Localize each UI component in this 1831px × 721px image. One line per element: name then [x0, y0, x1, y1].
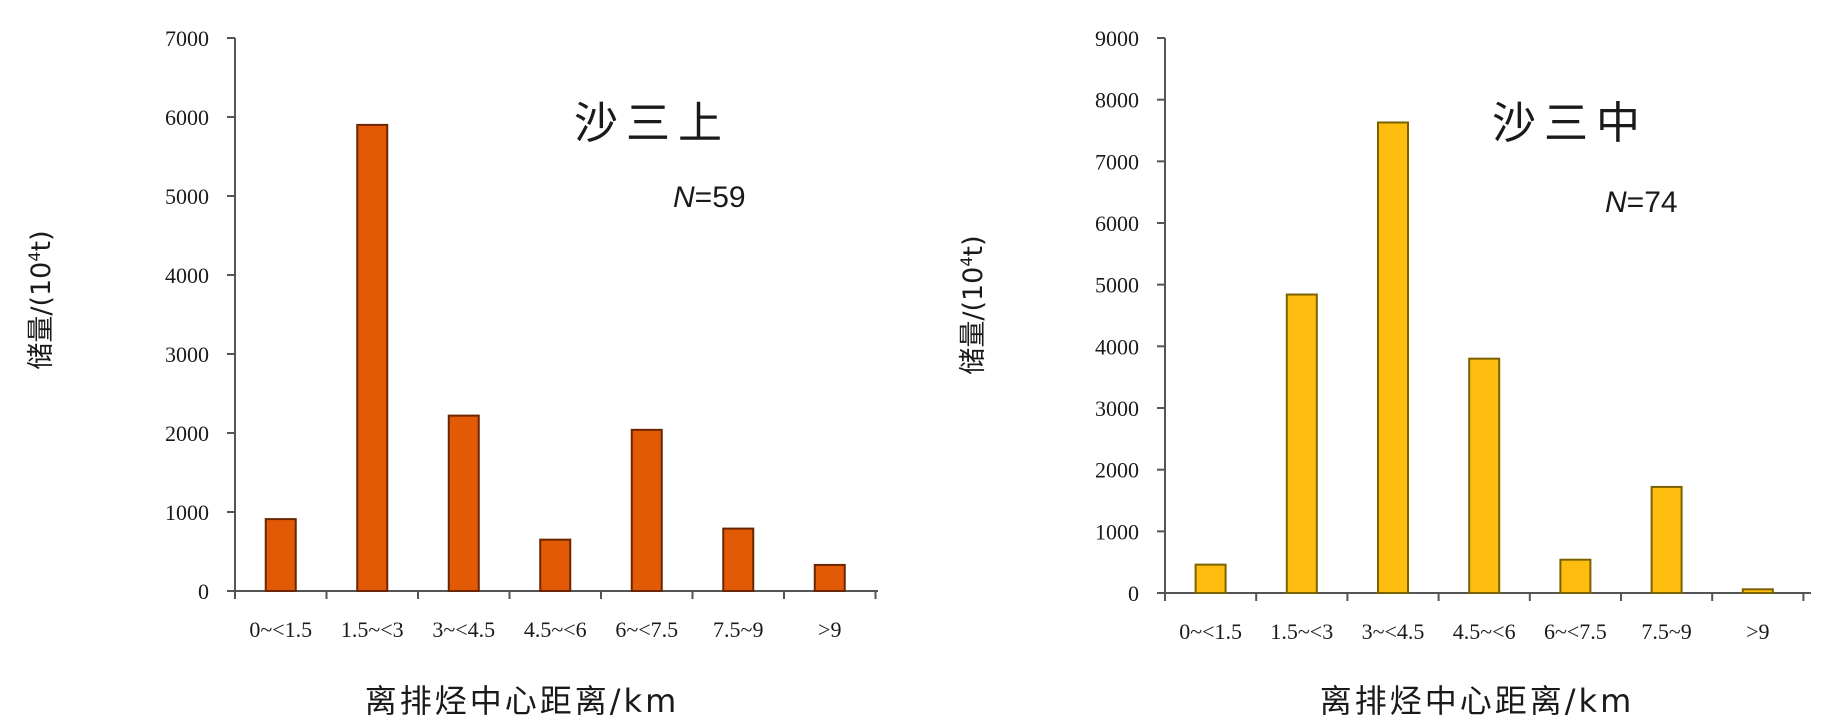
right-y-tick-label: 6000	[1095, 211, 1139, 236]
left-category-label: 0~<1.5	[249, 617, 312, 642]
right-category-label: 6~<7.5	[1544, 619, 1607, 644]
left-category-label: 7.5~9	[713, 617, 763, 642]
right-category-label: 3~<4.5	[1362, 619, 1425, 644]
right-y-tick-label: 2000	[1095, 458, 1139, 483]
left-bar	[356, 123, 389, 593]
right-y-tick-label: 8000	[1095, 88, 1139, 113]
right-x-axis-label: 离排烃中心距离/km	[1320, 682, 1635, 720]
right-y-tick-label: 7000	[1095, 149, 1139, 174]
right-y-tick-label: 5000	[1095, 273, 1139, 298]
right-sample-count: N=74	[1605, 186, 1678, 219]
left-y-tick-label: 3000	[165, 342, 209, 367]
left-y-tick-label: 7000	[165, 26, 209, 51]
right-y-tick-label: 1000	[1095, 519, 1139, 544]
right-bar	[1741, 588, 1774, 594]
right-y-tick-label: 4000	[1095, 334, 1139, 359]
right-bar	[1194, 563, 1227, 595]
right-y-tick-label: 3000	[1095, 396, 1139, 421]
left-bar	[722, 527, 755, 593]
left-bar	[264, 518, 297, 592]
left-y-axis-label: 储量/(104t)	[25, 230, 57, 369]
left-category-label: 6~<7.5	[615, 617, 678, 642]
left-category-label: >9	[818, 617, 841, 642]
left-x-axis-label: 离排烃中心距离/km	[365, 682, 680, 720]
left-bar	[813, 563, 846, 592]
left-category-label: 3~<4.5	[432, 617, 495, 642]
left-y-tick-label: 1000	[165, 500, 209, 525]
left-bar	[447, 414, 480, 592]
left-y-tick-label: 4000	[165, 263, 209, 288]
left-category-label: 1.5~<3	[341, 617, 404, 642]
left-chart-title: 沙三上	[574, 98, 730, 149]
right-category-label: 1.5~<3	[1270, 619, 1333, 644]
right-bar	[1468, 357, 1501, 594]
right-bar	[1559, 558, 1592, 595]
right-category-label: 7.5~9	[1641, 619, 1691, 644]
left-y-tick-label: 6000	[165, 105, 209, 130]
left-y-tick-label: 0	[198, 579, 209, 604]
left-category-label: 4.5~<6	[524, 617, 587, 642]
right-category-label: >9	[1746, 619, 1769, 644]
right-bar	[1650, 485, 1683, 594]
right-y-axis-label: 储量/(104t)	[957, 235, 989, 374]
right-y-tick-label: 9000	[1095, 26, 1139, 51]
right-category-label: 0~<1.5	[1179, 619, 1242, 644]
left-bar	[539, 538, 572, 593]
left-bar	[630, 428, 663, 592]
right-bar	[1285, 293, 1318, 594]
left-y-tick-label: 5000	[165, 184, 209, 209]
right-chart-title: 沙三中	[1492, 98, 1648, 149]
left-y-tick-label: 2000	[165, 421, 209, 446]
right-y-tick-label: 0	[1128, 581, 1139, 606]
left-sample-count: N=59	[673, 181, 746, 214]
right-bar	[1377, 121, 1409, 594]
right-category-label: 4.5~<6	[1453, 619, 1516, 644]
